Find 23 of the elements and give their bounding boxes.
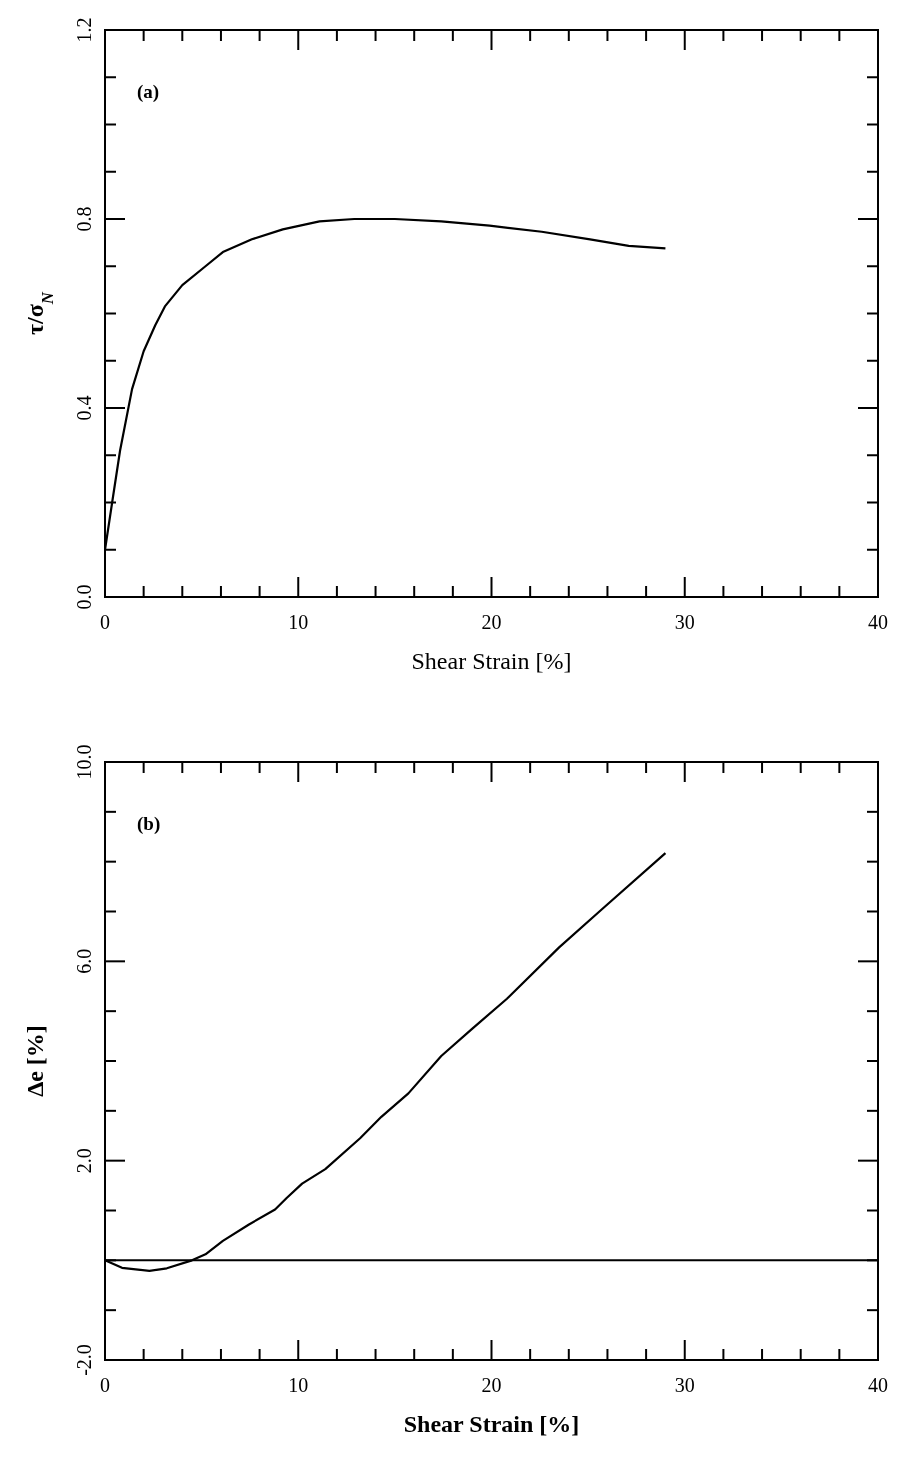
annotation: (a)	[137, 81, 160, 103]
x-tick-label: 0	[100, 1374, 110, 1396]
x-tick-label: 20	[481, 611, 502, 633]
x-tick-label: 40	[868, 611, 888, 633]
y-tick-label: 0.4	[73, 395, 95, 421]
x-tick-label: 20	[481, 1374, 502, 1396]
x-tick-label: 40	[868, 1374, 888, 1396]
y-tick-label: -2.0	[73, 1344, 95, 1376]
y-axis-title: Δe [%]	[22, 1025, 48, 1097]
x-axis-title: Shear Strain [%]	[403, 1411, 580, 1437]
y-tick-label: 1.2	[73, 17, 95, 43]
x-tick-label: 10	[288, 1374, 309, 1396]
x-tick-label: 30	[674, 611, 695, 633]
x-tick-label: 0	[100, 611, 110, 633]
y-tick-label: 0.0	[73, 584, 95, 610]
x-axis-title: Shear Strain [%]	[411, 648, 572, 674]
y-tick-label: 6.0	[73, 948, 95, 974]
y-tick-label: 0.8	[73, 206, 95, 232]
annotation: (b)	[137, 813, 161, 835]
x-tick-label: 30	[674, 1374, 695, 1396]
y-tick-label: 2.0	[73, 1148, 95, 1174]
x-tick-label: 10	[288, 611, 309, 633]
y-tick-label: 10.0	[73, 744, 95, 780]
